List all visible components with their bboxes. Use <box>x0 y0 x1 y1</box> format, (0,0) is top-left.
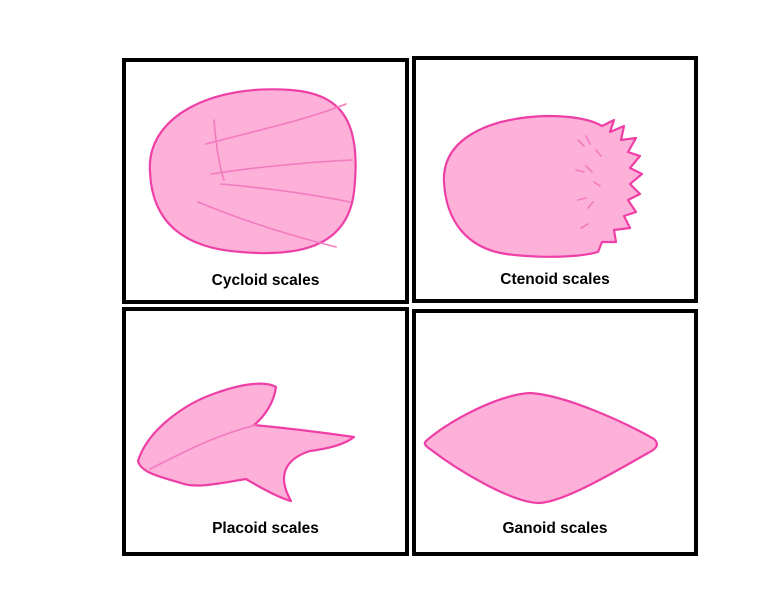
ganoid-label: Ganoid scales <box>502 520 608 537</box>
ctenoid-scale-drawing <box>442 114 644 258</box>
cycloid-panel: Cycloid scales <box>122 58 409 304</box>
placoid-label: Placoid scales <box>212 520 319 537</box>
ganoid-scale-drawing <box>423 391 658 505</box>
placoid-scale-drawing <box>136 382 356 503</box>
ctenoid-label: Ctenoid scales <box>500 271 610 288</box>
placoid-panel: Placoid scales <box>122 307 409 556</box>
cycloid-scale-drawing <box>148 88 357 255</box>
ganoid-panel: Ganoid scales <box>412 309 698 556</box>
ctenoid-panel: Ctenoid scales <box>412 56 698 303</box>
cycloid-label: Cycloid scales <box>211 272 320 289</box>
